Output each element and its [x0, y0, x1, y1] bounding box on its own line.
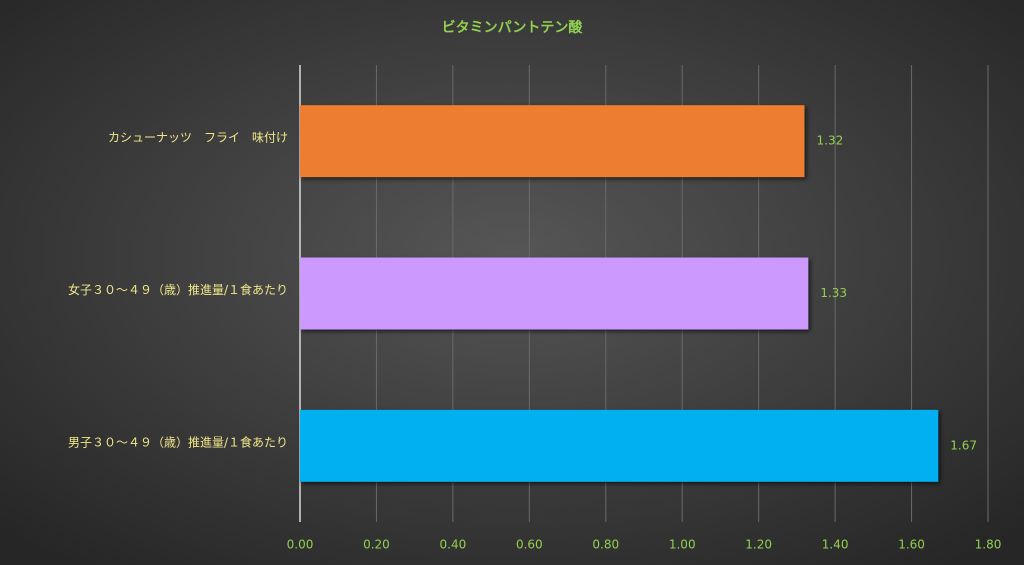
x-tick-label: 0.20 [363, 538, 390, 552]
x-tick-label: 0.40 [440, 538, 467, 552]
y-tick-label: カシューナッツ フライ 味付け [108, 131, 288, 145]
x-tick-label: 1.40 [822, 538, 849, 552]
x-tick-label: 1.00 [669, 538, 696, 552]
x-tick-label: 1.20 [745, 538, 772, 552]
x-tick-label: 1.80 [975, 538, 1002, 552]
chart-title: ビタミンパントテン酸 [442, 19, 584, 36]
y-tick-label: 女子３０～４９（歳）推進量/１食あたり [68, 282, 288, 297]
x-tick-label: 0.60 [516, 538, 543, 552]
value-label: 1.32 [817, 134, 844, 148]
x-tick-label: 0.80 [592, 538, 619, 552]
value-label: 1.33 [820, 286, 847, 300]
value-label: 1.67 [950, 438, 977, 452]
bar [300, 105, 805, 178]
x-tick-label: 0.00 [287, 538, 314, 552]
y-tick-label: 男子３０～４９（歳）推進量/１食あたり [68, 434, 288, 449]
bar [300, 257, 809, 330]
bar [300, 409, 939, 482]
x-tick-label: 1.60 [898, 538, 925, 552]
